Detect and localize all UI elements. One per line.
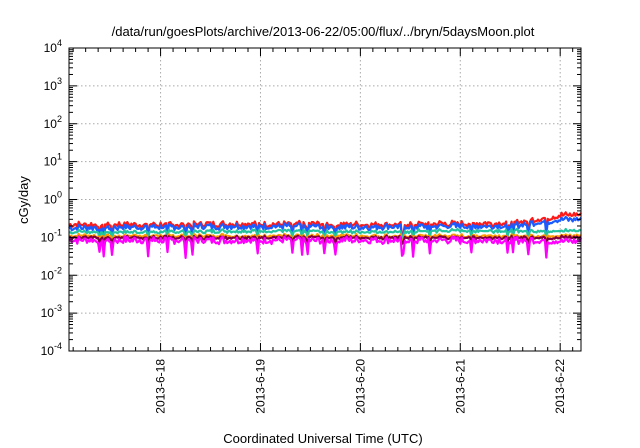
y-tick-label: 104 (44, 38, 62, 55)
y-axis: 10-4 10-3 10-2 10-1 100 101 102 103 104 (41, 38, 581, 358)
x-tick-label: 2013-6-19 (253, 359, 267, 414)
y-tick-label: 102 (44, 114, 62, 131)
y-axis-label: cGy/day (16, 176, 31, 224)
x-tick-label: 2013-6-21 (453, 359, 467, 414)
y-tick-label: 10-4 (41, 341, 62, 358)
x-tick-label: 2013-6-18 (154, 359, 168, 414)
chart-title: /data/run/goesPlots/archive/2013-06-22/0… (112, 24, 535, 39)
y-tick-label: 10-2 (41, 265, 62, 282)
series-line (68, 235, 583, 259)
y-tick-label: 101 (44, 152, 62, 169)
x-axis: 2013-6-18 2013-6-19 2013-6-20 2013-6-21 2013… (72, 48, 574, 414)
x-tick-label: 2013-6-22 (553, 359, 567, 414)
y-tick-label: 10-3 (41, 303, 62, 320)
y-tick-label: 100 (44, 190, 62, 207)
x-axis-label: Coordinated Universal Time (UTC) (223, 431, 422, 446)
y-tick-label: 103 (44, 76, 62, 93)
grid (69, 48, 581, 351)
series-group (68, 211, 583, 259)
series-line (68, 227, 582, 241)
x-tick-label: 2013-6-20 (353, 359, 367, 414)
y-tick-label: 10-1 (41, 227, 62, 244)
